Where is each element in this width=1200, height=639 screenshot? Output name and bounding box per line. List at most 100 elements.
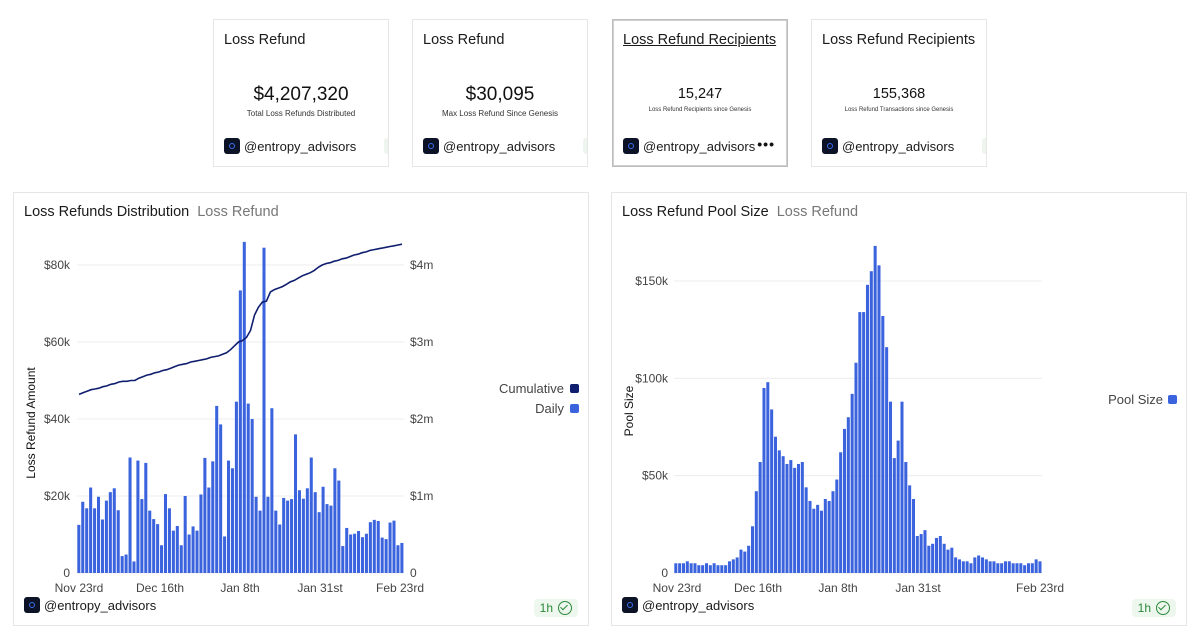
- daily-bar: [384, 539, 388, 573]
- refresh-badge[interactable]: 1h: [1131, 599, 1176, 617]
- chart-subtitle[interactable]: Loss Refund: [776, 204, 859, 220]
- author-link[interactable]: @entropy_advisors: [24, 597, 156, 613]
- daily-bar: [337, 480, 341, 573]
- daily-bar: [301, 498, 305, 573]
- stat-caption: Max Loss Refund Since Genesis: [441, 109, 559, 118]
- daily-bar: [195, 530, 199, 573]
- legend-swatch-pool-size: [1168, 395, 1177, 404]
- daily-bar: [136, 460, 140, 573]
- pool-size-bar: [1019, 563, 1023, 573]
- daily-bar: [242, 241, 246, 573]
- x-tick-label: Nov 23rd: [653, 581, 702, 595]
- y-axis-label: Pool Size: [622, 385, 636, 436]
- pool-size-bar: [831, 491, 835, 573]
- daily-bar: [199, 494, 203, 573]
- pool-size-bar: [697, 565, 701, 573]
- daily-bar: [400, 542, 404, 573]
- pool-size-bar: [773, 436, 777, 573]
- daily-bar: [282, 497, 286, 573]
- daily-bar: [160, 545, 164, 573]
- pool-size-bar: [747, 545, 751, 573]
- pool-size-bar: [881, 315, 885, 573]
- x-tick-label: Jan 8th: [818, 581, 857, 595]
- status-stub: [583, 138, 587, 154]
- author-link[interactable]: @entropy_advisors: [822, 138, 954, 154]
- author-link[interactable]: @entropy_advisors: [423, 138, 555, 154]
- pool-size-bar: [800, 462, 804, 573]
- stat-caption: Total Loss Refunds Distributed: [246, 109, 356, 118]
- author-link[interactable]: @entropy_advisors: [224, 138, 356, 154]
- author-name: @entropy_advisors: [842, 138, 955, 154]
- pool-size-bar: [796, 463, 800, 573]
- pool-size-bar: [823, 499, 827, 573]
- author-name: @entropy_advisors: [44, 597, 157, 613]
- pool-size-bar: [750, 526, 754, 573]
- pool-size-bar: [785, 463, 789, 573]
- pool-size-bar: [1038, 561, 1042, 573]
- stat-card-refund-recipients[interactable]: Loss Refund Recipients 15,247 Loss Refun…: [612, 19, 788, 167]
- pool-size-bar: [873, 245, 877, 573]
- pool-size-bar: [793, 467, 797, 573]
- refunds-distribution-chart: 0 $20k $40k $60k $80k 0 $1m $2m $3m $4m Nov 23rd De…: [24, 241, 579, 595]
- check-circle-icon: [1156, 601, 1170, 615]
- pool-size-bar: [904, 462, 908, 573]
- author-name: @entropy_advisors: [643, 138, 756, 154]
- y-left-tick-label: $20k: [44, 489, 71, 503]
- pool-size-bar: [816, 504, 820, 573]
- pool-size-bar: [984, 559, 988, 573]
- daily-bar: [183, 496, 187, 573]
- author-avatar-icon: [623, 138, 639, 154]
- stat-title: Loss Refund: [423, 32, 505, 48]
- pool-size-bar: [674, 563, 678, 573]
- daily-bar: [219, 424, 223, 573]
- daily-bar: [97, 496, 101, 573]
- daily-bar: [364, 533, 368, 573]
- stat-title-link[interactable]: Loss Refund Recipients: [623, 32, 777, 48]
- chart-card-refunds-distribution: Loss Refunds Distribution Loss Refund 0 $2…: [13, 192, 589, 626]
- y-right-tick-label: $2m: [410, 412, 433, 426]
- refresh-badge[interactable]: 1h: [533, 599, 578, 617]
- pool-size-bar: [1034, 559, 1038, 573]
- author-link[interactable]: @entropy_advisors: [623, 138, 755, 154]
- daily-bar: [345, 527, 349, 573]
- daily-bar: [104, 500, 108, 573]
- pool-size-bar: [743, 551, 747, 573]
- y-left-tick-label: $80k: [44, 258, 71, 272]
- stat-card-max-refund[interactable]: Loss Refund $30,095 Max Loss Refund Sinc…: [412, 19, 588, 167]
- pool-size-bar: [701, 565, 705, 573]
- stat-card-total-refunds[interactable]: Loss Refund $4,207,320 Total Loss Refund…: [213, 19, 389, 167]
- daily-bar: [140, 499, 144, 573]
- y-tick-label: $100k: [635, 371, 669, 385]
- pool-size-bar: [766, 382, 770, 573]
- pool-size-bar: [950, 547, 954, 573]
- author-link[interactable]: @entropy_advisors: [622, 597, 754, 613]
- chart-title: Loss Refunds Distribution Loss Refund: [24, 204, 279, 220]
- pool-size-bar: [819, 510, 823, 573]
- stat-caption: Loss Refund Recipients since Genesis: [648, 107, 752, 113]
- legend-label-pool-size: Pool Size: [1108, 392, 1163, 407]
- pool-size-bar: [781, 456, 785, 573]
- more-options-icon[interactable]: •••: [757, 136, 775, 152]
- pool-size-bar: [877, 265, 881, 573]
- daily-bar: [215, 405, 219, 573]
- daily-bar: [238, 290, 242, 573]
- daily-bar: [368, 522, 372, 573]
- legend-swatch-cumulative: [570, 384, 579, 393]
- status-stub: [982, 138, 986, 154]
- chart-title: Loss Refund Pool Size Loss Refund: [622, 204, 858, 220]
- daily-bar: [152, 519, 156, 573]
- pool-size-bar: [827, 500, 831, 573]
- author-avatar-icon: [423, 138, 439, 154]
- daily-bar: [77, 524, 81, 574]
- stat-card-refund-transactions[interactable]: Loss Refund Recipients 155,368 Loss Refu…: [811, 19, 987, 167]
- pool-size-bar: [712, 563, 716, 573]
- pool-size-bar: [934, 537, 938, 573]
- chart-subtitle[interactable]: Loss Refund: [197, 204, 279, 220]
- daily-bar: [258, 510, 262, 573]
- pool-size-bar: [754, 491, 758, 573]
- y-right-tick-label: $1m: [410, 489, 433, 503]
- refresh-interval: 1h: [539, 601, 553, 615]
- daily-bar: [396, 545, 400, 573]
- daily-bar: [120, 556, 124, 573]
- daily-bar: [376, 521, 380, 573]
